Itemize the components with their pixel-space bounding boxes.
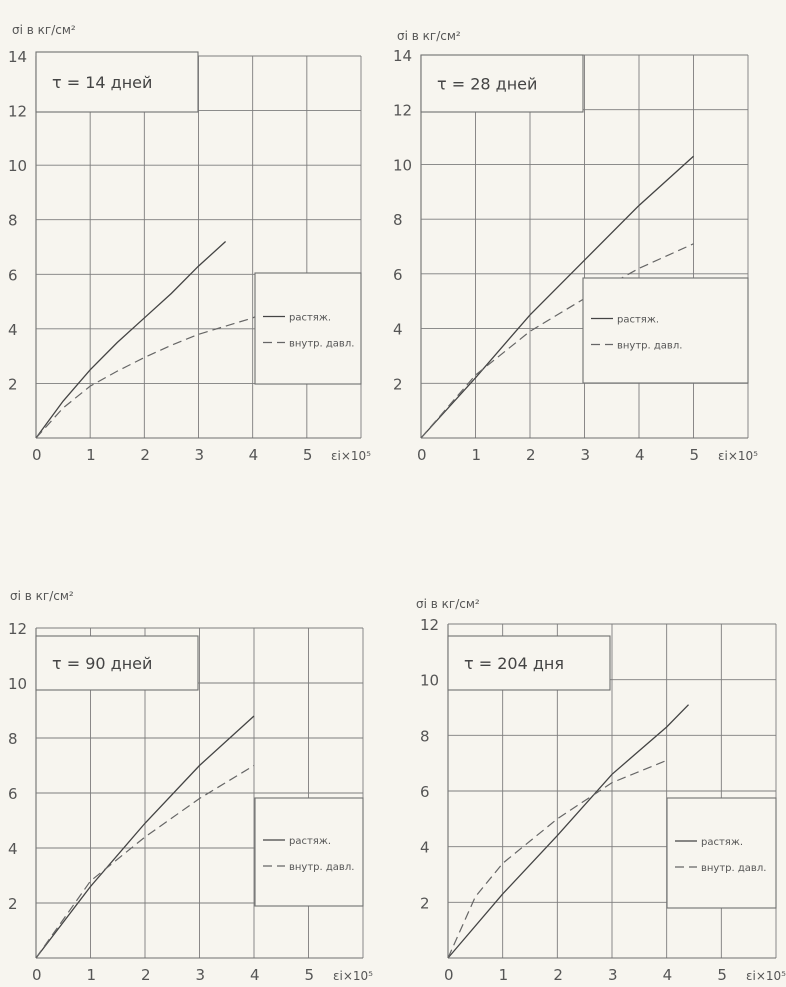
x-tick-label: 2 bbox=[526, 446, 536, 464]
y-tick-label: 6 bbox=[8, 785, 18, 803]
x-axis-label: εi×10⁵ bbox=[718, 449, 758, 463]
y-tick-label: 12 bbox=[8, 103, 27, 121]
x-tick-label: 2 bbox=[141, 966, 151, 984]
x-tick-label: 1 bbox=[472, 446, 482, 464]
period-box bbox=[420, 54, 584, 113]
x-tick-label: 5 bbox=[305, 966, 315, 984]
x-tick-label: 2 bbox=[553, 966, 563, 984]
y-tick-label: 12 bbox=[8, 620, 27, 638]
y-tick-label: 12 bbox=[420, 616, 439, 634]
period-label: τ = 90 дней bbox=[52, 654, 152, 673]
y-tick-label: 14 bbox=[393, 47, 412, 65]
series-line-tension bbox=[35, 241, 227, 439]
x-tick-label: 5 bbox=[690, 446, 700, 464]
y-tick-label: 4 bbox=[393, 321, 403, 339]
period-box bbox=[35, 635, 199, 691]
y-tick-label: 12 bbox=[393, 102, 412, 120]
series-line-tension bbox=[420, 155, 694, 439]
series-line-tension bbox=[35, 715, 255, 959]
y-tick-label: 6 bbox=[393, 266, 403, 284]
x-axis-label: εi×10⁵ bbox=[746, 969, 786, 983]
legend-box bbox=[254, 797, 364, 907]
series-line-internal-pressure bbox=[35, 311, 264, 439]
legend-box bbox=[254, 272, 362, 385]
period-box bbox=[447, 635, 611, 691]
x-tick-label: 0 bbox=[417, 446, 427, 464]
legend-box bbox=[666, 797, 777, 909]
x-tick-label: 1 bbox=[499, 966, 509, 984]
y-tick-label: 4 bbox=[8, 840, 18, 858]
y-tick-label: 10 bbox=[8, 675, 27, 693]
x-tick-label: 5 bbox=[303, 446, 313, 464]
period-label: τ = 14 дней bbox=[52, 73, 152, 92]
y-tick-label: 8 bbox=[393, 211, 403, 229]
y-tick-label: 10 bbox=[393, 156, 412, 174]
legend-label: растяж. bbox=[289, 836, 331, 847]
y-tick-label: 6 bbox=[420, 783, 430, 801]
x-tick-label: 0 bbox=[444, 966, 454, 984]
x-tick-label: 0 bbox=[32, 966, 42, 984]
legend-label: растяж. bbox=[289, 313, 331, 324]
series-line-internal-pressure bbox=[447, 759, 667, 959]
y-tick-label: 10 bbox=[420, 672, 439, 690]
y-tick-label: 2 bbox=[420, 894, 430, 912]
x-tick-label: 5 bbox=[717, 966, 727, 984]
legend-label: внутр. давл. bbox=[289, 862, 354, 873]
x-tick-label: 3 bbox=[196, 966, 206, 984]
x-tick-label: 4 bbox=[635, 446, 645, 464]
y-axis-label: σi в кг/см² bbox=[12, 23, 76, 37]
period-label: τ = 28 дней bbox=[437, 75, 537, 94]
legend-label: внутр. давл. bbox=[289, 339, 354, 350]
y-tick-label: 8 bbox=[8, 730, 18, 748]
x-tick-label: 1 bbox=[86, 446, 96, 464]
period-label: τ = 204 дня bbox=[464, 654, 564, 673]
y-axis-label: σi в кг/см² bbox=[397, 29, 461, 43]
x-tick-label: 3 bbox=[195, 446, 205, 464]
legend-label: растяж. bbox=[617, 315, 659, 326]
y-tick-label: 8 bbox=[8, 212, 18, 230]
y-tick-label: 2 bbox=[8, 895, 18, 913]
x-tick-label: 1 bbox=[87, 966, 97, 984]
x-tick-label: 4 bbox=[249, 446, 259, 464]
x-axis-label: εi×10⁵ bbox=[333, 969, 373, 983]
y-tick-label: 10 bbox=[8, 157, 27, 175]
legend-box bbox=[582, 277, 749, 384]
x-tick-label: 4 bbox=[663, 966, 673, 984]
y-axis-label: σi в кг/см² bbox=[416, 597, 480, 611]
legend-label: внутр. давл. bbox=[701, 863, 766, 874]
x-tick-label: 3 bbox=[581, 446, 591, 464]
x-tick-label: 2 bbox=[140, 446, 150, 464]
y-tick-label: 2 bbox=[393, 375, 403, 393]
series-line-tension bbox=[447, 704, 689, 959]
y-tick-label: 4 bbox=[8, 321, 18, 339]
legend-label: внутр. давл. bbox=[617, 341, 682, 352]
y-tick-label: 6 bbox=[8, 266, 18, 284]
x-axis-label: εi×10⁵ bbox=[331, 449, 371, 463]
period-box bbox=[35, 51, 199, 113]
y-tick-label: 8 bbox=[420, 727, 430, 745]
series-line-internal-pressure bbox=[35, 764, 255, 959]
y-tick-label: 14 bbox=[8, 48, 27, 66]
series-line-internal-pressure bbox=[420, 243, 694, 439]
y-tick-label: 4 bbox=[420, 839, 430, 857]
x-tick-label: 4 bbox=[250, 966, 260, 984]
x-tick-label: 3 bbox=[608, 966, 618, 984]
x-tick-label: 0 bbox=[32, 446, 42, 464]
y-tick-label: 2 bbox=[8, 375, 18, 393]
legend-label: растяж. bbox=[701, 837, 743, 848]
y-axis-label: σi в кг/см² bbox=[10, 589, 74, 603]
